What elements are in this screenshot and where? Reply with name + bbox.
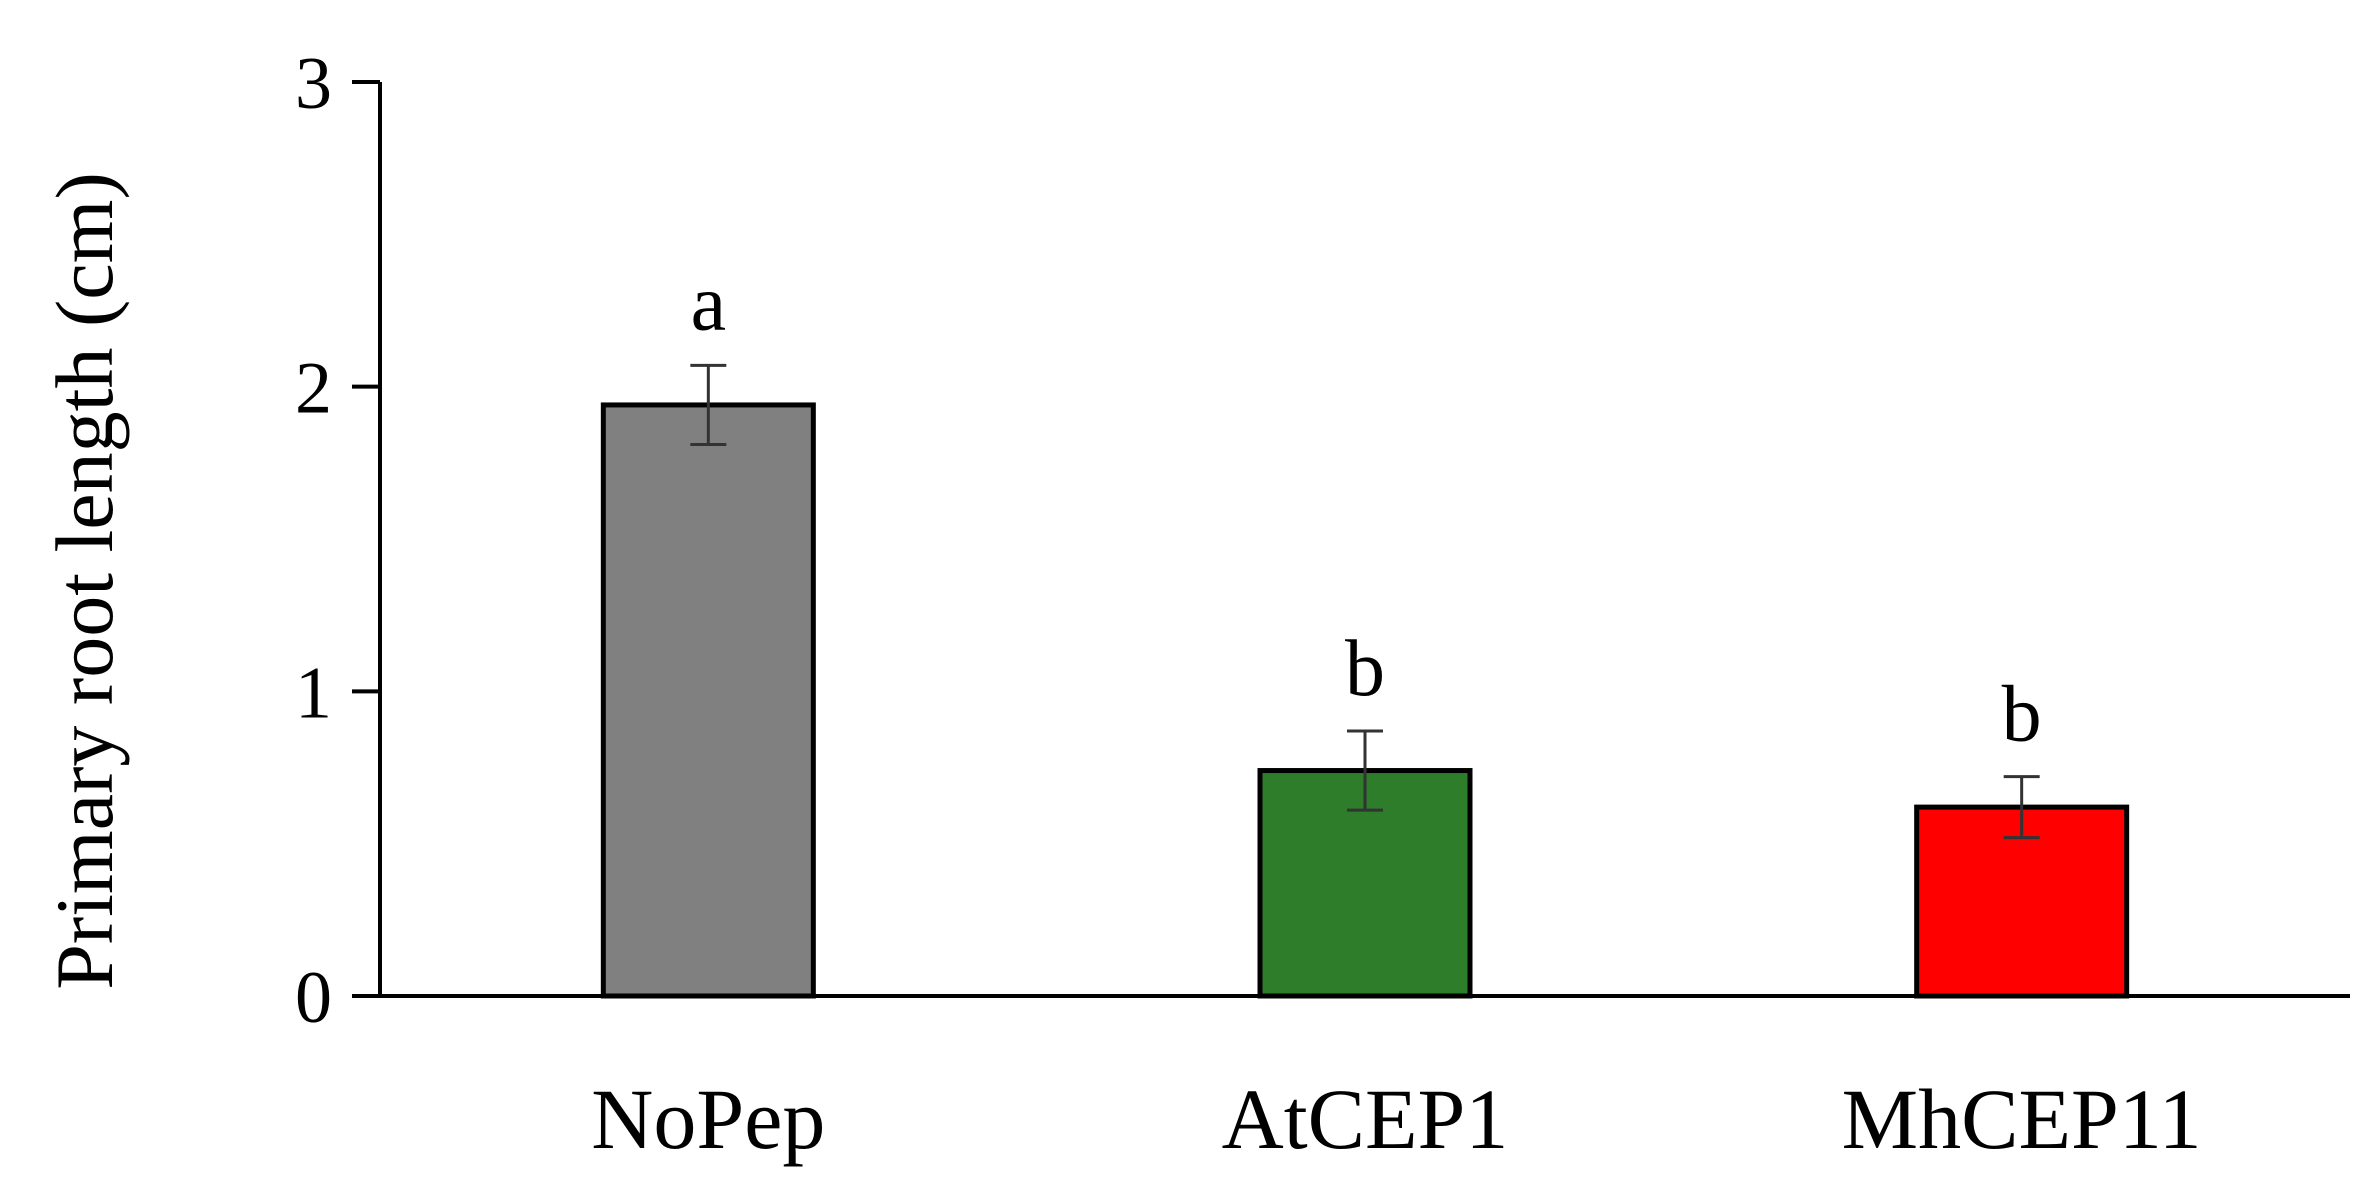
y-axis-title: Primary root length (cm) xyxy=(39,172,130,990)
category-label: MhCEP11 xyxy=(1842,1071,2202,1167)
y-tick-label: 0 xyxy=(295,957,332,1039)
significance-labels-layer: a b b xyxy=(691,259,2042,758)
y-tick-label: 3 xyxy=(295,43,332,125)
y-ticks-layer: 0 1 2 3 xyxy=(295,43,380,1039)
y-tick-label: 1 xyxy=(295,652,332,734)
significance-label: b xyxy=(1345,625,1385,713)
category-labels-layer: NoPep AtCEP1 MhCEP11 xyxy=(591,1071,2201,1167)
category-label: NoPep xyxy=(591,1071,825,1167)
category-label: AtCEP1 xyxy=(1222,1071,1509,1167)
error-bars-layer xyxy=(690,363,2040,840)
bar-nopep xyxy=(600,402,816,999)
significance-label: a xyxy=(691,259,727,347)
significance-label: b xyxy=(2002,671,2042,759)
y-tick-label: 2 xyxy=(295,348,332,430)
